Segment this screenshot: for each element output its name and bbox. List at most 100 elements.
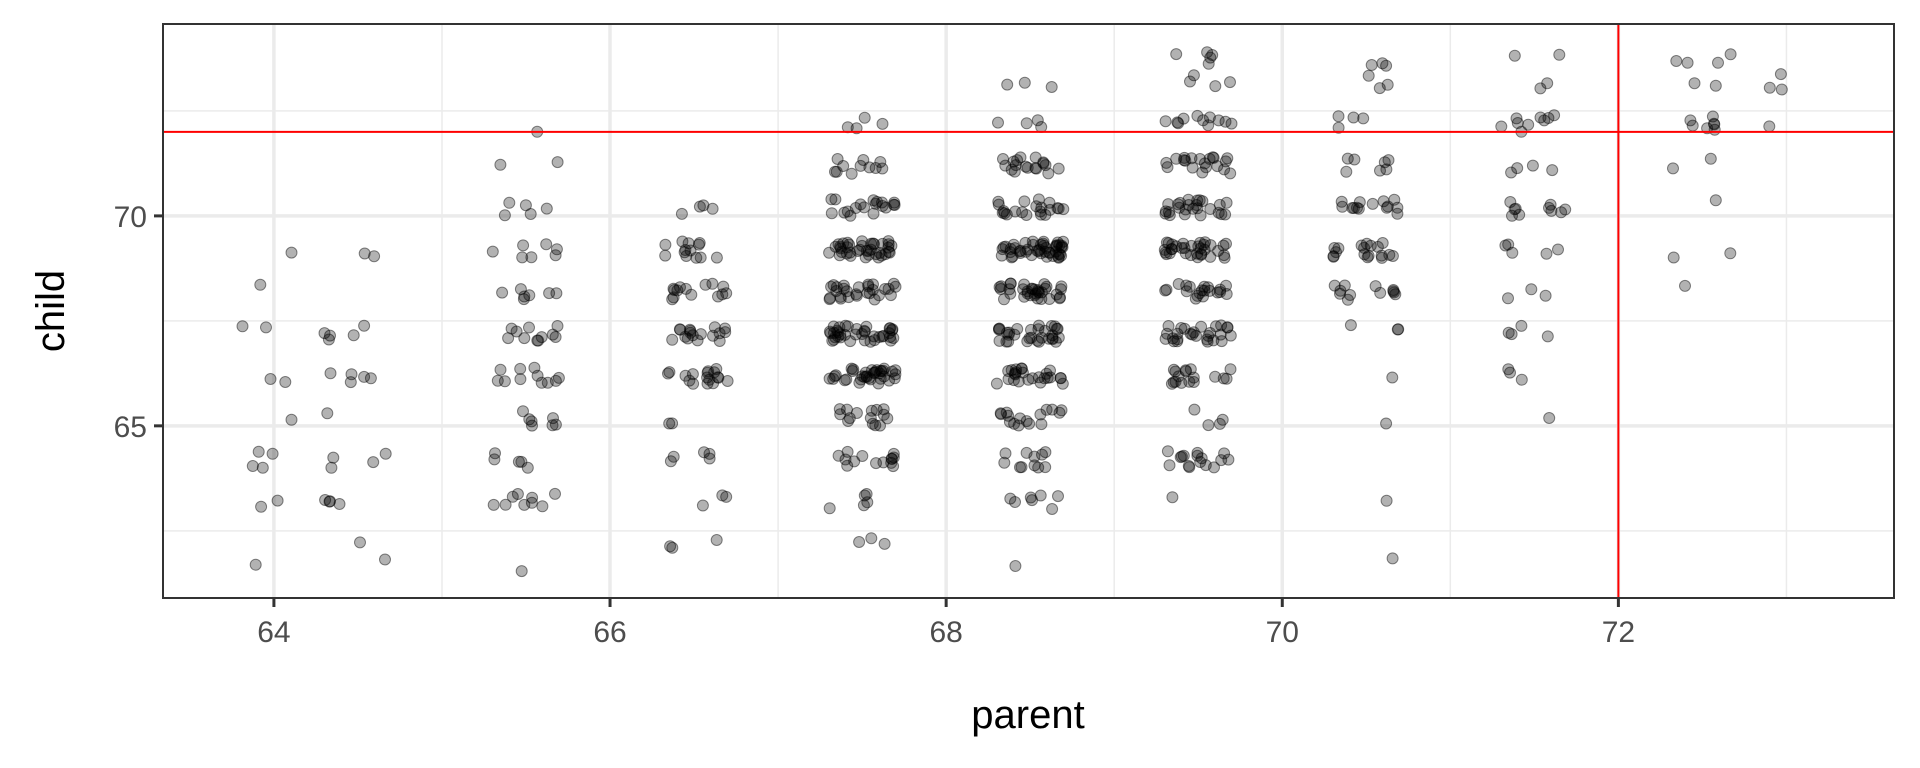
data-point	[1667, 251, 1680, 264]
data-point	[1222, 453, 1235, 466]
data-point	[876, 196, 888, 209]
data-point	[1184, 327, 1197, 340]
data-point	[685, 288, 698, 301]
data-point	[1034, 489, 1047, 502]
data-point	[1197, 290, 1209, 303]
data-point	[877, 403, 890, 416]
data-point	[1534, 111, 1547, 124]
data-point	[1008, 367, 1021, 380]
data-point	[1190, 329, 1203, 342]
data-point	[884, 289, 897, 302]
data-point	[1166, 332, 1179, 345]
data-point	[1172, 198, 1184, 211]
data-point	[875, 249, 888, 262]
data-point	[995, 249, 1008, 262]
data-point	[666, 333, 679, 346]
data-point	[659, 249, 672, 262]
data-point	[1686, 119, 1699, 132]
data-point	[1027, 238, 1040, 251]
data-point	[1387, 285, 1400, 298]
data-point	[990, 377, 1003, 390]
data-point	[1008, 417, 1021, 430]
data-point	[1045, 81, 1058, 93]
data-point	[1540, 247, 1553, 260]
data-point	[885, 452, 898, 465]
data-point	[1380, 417, 1393, 430]
data-point	[885, 452, 898, 465]
data-point	[708, 321, 721, 334]
data-point	[325, 461, 338, 474]
data-point	[867, 237, 880, 250]
data-point	[889, 364, 902, 377]
data-point	[876, 117, 889, 130]
data-point	[1040, 403, 1053, 416]
data-point	[1341, 152, 1354, 165]
data-point	[870, 364, 883, 377]
data-point	[494, 158, 507, 171]
data-point	[1003, 415, 1016, 428]
data-point	[1026, 235, 1039, 248]
data-point	[827, 320, 840, 333]
data-point	[1032, 285, 1045, 298]
data-point	[523, 413, 536, 426]
data-point	[856, 235, 868, 248]
data-point	[1161, 445, 1174, 458]
data-point	[246, 460, 259, 472]
data-point	[678, 246, 691, 259]
data-point	[1038, 278, 1051, 291]
data-point	[1545, 204, 1558, 217]
data-point	[1196, 195, 1209, 208]
data-point	[889, 280, 902, 293]
data-point	[1175, 242, 1188, 254]
data-point	[1186, 161, 1199, 174]
data-point	[1365, 59, 1378, 71]
data-point	[1004, 243, 1017, 255]
data-point	[1219, 208, 1232, 221]
data-point	[1216, 413, 1229, 426]
data-point	[1009, 560, 1022, 572]
data-point	[659, 238, 672, 251]
data-point	[684, 244, 697, 257]
data-point	[322, 333, 335, 346]
data-point	[264, 373, 277, 385]
data-point	[1054, 372, 1067, 385]
data-point	[1202, 329, 1215, 342]
data-point	[858, 111, 871, 124]
data-point	[1037, 157, 1050, 170]
data-point	[1159, 284, 1172, 297]
data-point	[1166, 238, 1179, 251]
data-point	[993, 322, 1006, 335]
data-point	[1206, 151, 1219, 164]
data-point	[1025, 331, 1038, 344]
data-point	[1026, 372, 1039, 385]
data-point	[1202, 419, 1215, 432]
data-point	[1035, 201, 1048, 214]
data-points	[236, 46, 1788, 578]
data-point	[1055, 239, 1068, 252]
data-point	[1008, 165, 1021, 178]
data-point	[857, 154, 870, 166]
data-point	[1344, 289, 1357, 301]
data-point	[1037, 235, 1050, 248]
data-point	[1194, 236, 1207, 249]
data-point	[862, 248, 875, 261]
data-point	[1004, 287, 1017, 300]
data-point	[1203, 284, 1216, 297]
data-point	[1209, 80, 1222, 93]
data-point	[1387, 284, 1400, 296]
data-point	[1220, 288, 1233, 300]
data-point	[1724, 247, 1737, 260]
data-point	[830, 285, 843, 297]
data-point	[1057, 203, 1070, 216]
data-point	[1044, 203, 1056, 216]
data-point	[271, 494, 284, 507]
data-point	[525, 415, 538, 428]
data-point	[679, 282, 692, 295]
data-point	[829, 193, 842, 206]
data-point	[868, 238, 880, 250]
data-point	[254, 278, 267, 291]
data-point	[1534, 82, 1547, 95]
data-point	[1055, 404, 1068, 417]
data-point	[1170, 152, 1183, 165]
data-point	[840, 373, 853, 386]
